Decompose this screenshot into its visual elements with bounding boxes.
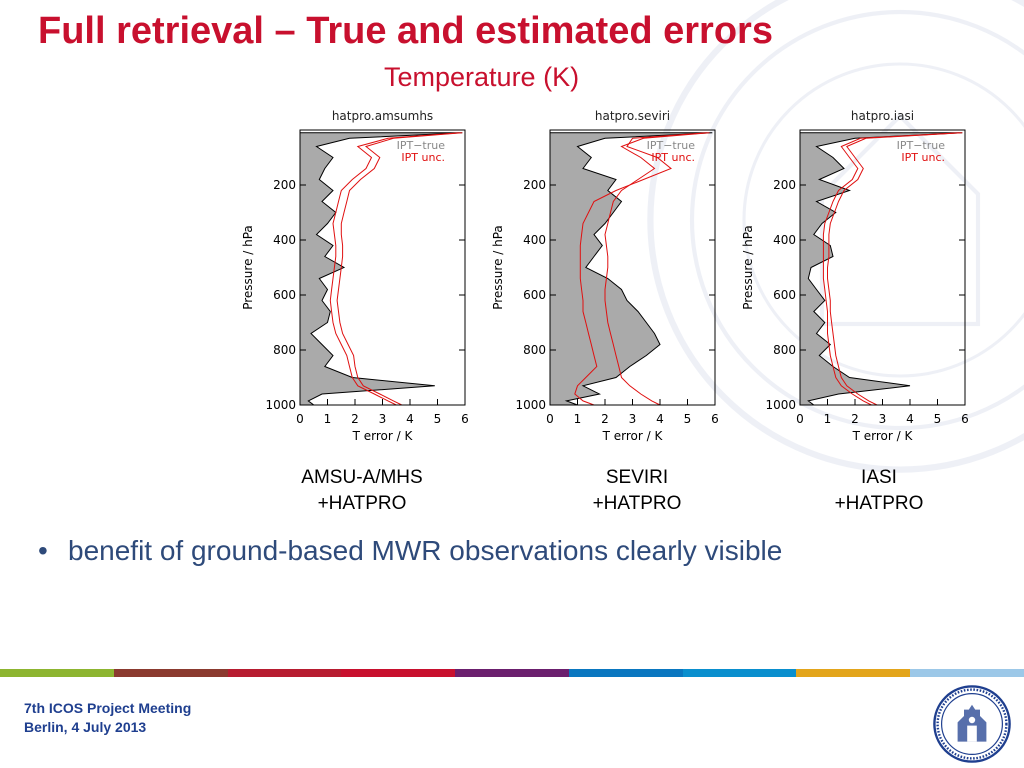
series-ipt-unc-line-2 xyxy=(336,132,463,406)
x-tick-label: 2 xyxy=(851,412,859,426)
color-bar-segment xyxy=(796,669,911,677)
series-ipt-true-area xyxy=(549,132,713,406)
x-tick-label: 4 xyxy=(656,412,664,426)
y-tick-label: 1000 xyxy=(515,398,546,412)
bullet-icon: • xyxy=(38,535,48,566)
x-tick-label: 2 xyxy=(351,412,359,426)
y-tick-label: 400 xyxy=(273,233,296,247)
caption-amsumhs-line2: +HATPRO xyxy=(317,493,407,514)
x-tick-label: 1 xyxy=(574,412,582,426)
panel-title: hatpro.amsumhs xyxy=(332,109,433,123)
y-tick-label: 200 xyxy=(273,178,296,192)
x-axis-label: T error / K xyxy=(352,429,414,443)
footer-color-bar xyxy=(0,669,1024,677)
x-tick-label: 6 xyxy=(461,412,469,426)
x-tick-label: 1 xyxy=(824,412,832,426)
bullet-text: benefit of ground-based MWR observations… xyxy=(68,535,783,566)
x-axis-label: T error / K xyxy=(602,429,664,443)
x-tick-label: 5 xyxy=(684,412,692,426)
y-tick-label: 200 xyxy=(523,178,546,192)
chart-panel-seviri: hatpro.seviri 200 400 600 800 1000 0 1 2 3 4 5 6 T er… xyxy=(490,100,730,460)
y-tick-label: 400 xyxy=(773,233,796,247)
footer-text: 7th ICOS Project Meeting Berlin, 4 July … xyxy=(24,699,191,737)
legend-ipt-true: IPT−true xyxy=(647,139,696,152)
y-tick-label: 800 xyxy=(773,343,796,357)
x-tick-label: 2 xyxy=(601,412,609,426)
series-ipt-unc-line-2 xyxy=(574,132,707,406)
y-axis-label: Pressure / hPa xyxy=(741,225,755,310)
color-bar-segment xyxy=(341,669,456,677)
y-tick-label: 600 xyxy=(523,288,546,302)
color-bar-segment xyxy=(455,669,569,677)
color-bar-segment xyxy=(227,669,342,677)
series-ipt-true-area xyxy=(799,132,963,406)
x-tick-label: 0 xyxy=(296,412,304,426)
y-tick-label: 1000 xyxy=(265,398,296,412)
y-tick-label: 800 xyxy=(273,343,296,357)
x-tick-label: 0 xyxy=(796,412,804,426)
slide-title: Full retrieval – True and estimated erro… xyxy=(38,10,773,52)
caption-seviri: SEVIRI +HATPRO xyxy=(537,465,737,517)
x-tick-label: 4 xyxy=(906,412,914,426)
y-tick-label: 200 xyxy=(773,178,796,192)
x-tick-label: 3 xyxy=(379,412,387,426)
caption-amsumhs-line1: AMSU-A/MHS xyxy=(301,467,423,488)
series-ipt-true-area xyxy=(299,132,463,406)
chart-panel-iasi: hatpro.iasi 200 400 600 800 1000 0 1 2 3 4 5 6 T erro… xyxy=(740,100,980,460)
y-tick-label: 400 xyxy=(523,233,546,247)
y-tick-label: 600 xyxy=(773,288,796,302)
y-tick-label: 800 xyxy=(523,343,546,357)
legend-ipt-unc: IPT unc. xyxy=(901,151,945,164)
panel-title: hatpro.seviri xyxy=(595,109,670,123)
bullet-item: • benefit of ground-based MWR observation… xyxy=(38,535,782,567)
x-tick-label: 6 xyxy=(711,412,719,426)
color-bar-segment xyxy=(682,669,797,677)
panel-title: hatpro.iasi xyxy=(851,109,914,123)
legend-ipt-unc: IPT unc. xyxy=(651,151,695,164)
legend-ipt-true: IPT−true xyxy=(897,139,946,152)
university-seal-icon xyxy=(933,685,1011,763)
y-tick-label: 1000 xyxy=(765,398,796,412)
y-axis-label: Pressure / hPa xyxy=(241,225,255,310)
caption-amsumhs: AMSU-A/MHS +HATPRO xyxy=(262,465,462,517)
y-tick-label: 600 xyxy=(273,288,296,302)
x-tick-label: 0 xyxy=(546,412,554,426)
legend-ipt-true: IPT−true xyxy=(397,139,446,152)
x-axis-label: T error / K xyxy=(852,429,914,443)
footer-meeting: 7th ICOS Project Meeting xyxy=(24,700,192,716)
chart-panel-amsumhs: hatpro.amsumhs 200 400 600 800 1000 0 1 2 3 4 5 6 T e… xyxy=(240,100,480,460)
footer-date: Berlin, 4 July 2013 xyxy=(24,719,147,735)
color-bar-segment xyxy=(113,669,228,677)
x-tick-label: 3 xyxy=(879,412,887,426)
series-ipt-unc-line-1 xyxy=(822,132,960,406)
caption-iasi-line1: IASI xyxy=(861,467,897,488)
x-tick-label: 3 xyxy=(629,412,637,426)
series-ipt-unc-line-1 xyxy=(604,132,710,406)
legend-ipt-unc: IPT unc. xyxy=(401,151,445,164)
caption-iasi-line2: +HATPRO xyxy=(834,493,924,514)
caption-iasi: IASI +HATPRO xyxy=(779,465,979,517)
caption-seviri-line1: SEVIRI xyxy=(605,467,669,488)
x-tick-label: 5 xyxy=(934,412,942,426)
caption-seviri-line2: +HATPRO xyxy=(592,493,682,514)
color-bar-segment xyxy=(0,669,114,677)
slide-subtitle: Temperature (K) xyxy=(384,62,580,92)
color-bar-segment xyxy=(568,669,683,677)
x-tick-label: 6 xyxy=(961,412,969,426)
x-tick-label: 5 xyxy=(434,412,442,426)
series-ipt-unc-line-2 xyxy=(827,132,963,406)
background-seal-watermark xyxy=(647,0,1024,473)
series-ipt-unc-line-1 xyxy=(329,132,460,406)
color-bar-segment xyxy=(910,669,1024,677)
x-tick-label: 4 xyxy=(406,412,414,426)
x-tick-label: 1 xyxy=(324,412,332,426)
y-axis-label: Pressure / hPa xyxy=(491,225,505,310)
